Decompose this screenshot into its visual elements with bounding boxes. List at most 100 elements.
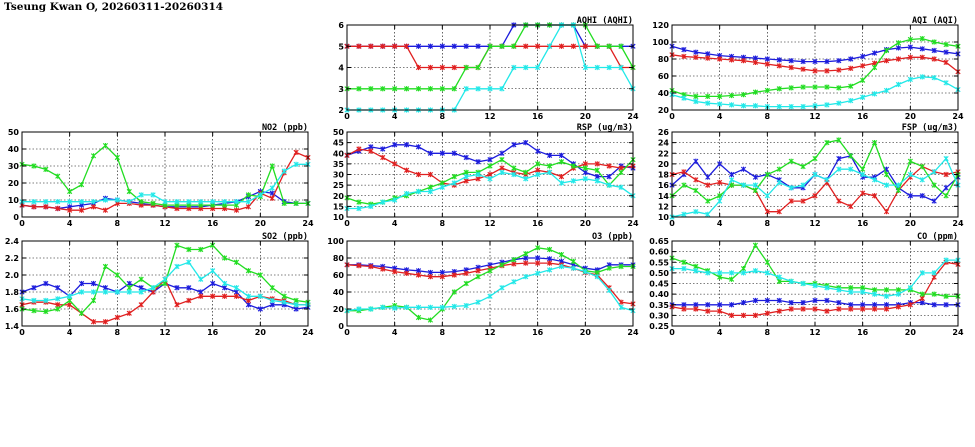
data-point-cyan <box>245 199 252 205</box>
data-point-cyan <box>269 297 275 304</box>
data-point-blue <box>919 193 925 199</box>
x-tick-label: 12 <box>484 328 495 337</box>
data-point-blue <box>499 150 505 156</box>
y-tick-label: 2 <box>338 106 344 115</box>
data-point-green <box>871 64 878 71</box>
data-point-red <box>705 308 711 314</box>
data-point-green <box>705 198 711 204</box>
data-point-blue <box>427 43 434 49</box>
data-point-cyan <box>812 171 818 178</box>
y-tick-label: 20 <box>333 305 345 314</box>
chart-title: AQHI (AQHI) <box>577 16 633 26</box>
data-point-cyan <box>931 270 937 276</box>
data-point-cyan <box>594 64 600 71</box>
data-point-red <box>210 293 216 299</box>
data-point-cyan <box>523 274 529 280</box>
data-point-cyan <box>728 102 735 108</box>
data-point-cyan <box>705 270 711 276</box>
data-point-green <box>535 245 541 251</box>
y-tick-label: 1.8 <box>5 288 20 297</box>
data-point-blue <box>895 45 902 51</box>
data-point-red <box>186 297 192 304</box>
data-point-cyan <box>558 263 565 270</box>
chart-aqhi: 0 4 8 12 16 20 24 2 3 4 5 6 AQHI (AQHI) <box>338 16 639 121</box>
data-point-green <box>487 163 493 169</box>
data-point-cyan <box>570 265 577 271</box>
y-tick-label: 100 <box>652 38 669 47</box>
data-point-cyan <box>871 91 878 97</box>
data-point-cyan <box>198 276 204 282</box>
data-point-cyan <box>293 302 299 308</box>
data-point-red <box>943 171 949 178</box>
data-point-cyan <box>883 87 890 94</box>
data-point-cyan <box>126 289 132 295</box>
data-point-green <box>860 166 866 172</box>
y-tick-label: 120 <box>652 21 669 30</box>
data-point-green <box>356 199 362 205</box>
data-point-red <box>126 310 132 316</box>
data-point-red <box>221 293 228 299</box>
data-point-red <box>681 53 687 60</box>
chart-no2: 0 4 8 12 16 20 24 0 10 20 30 40 50 NO2 (ppb) <box>8 123 314 228</box>
data-point-cyan <box>281 168 287 174</box>
data-point-red <box>812 306 818 312</box>
data-point-cyan <box>210 268 216 274</box>
data-point-cyan <box>618 184 624 190</box>
data-point-blue <box>439 43 445 49</box>
data-point-red <box>570 43 577 49</box>
data-point-green <box>618 263 624 270</box>
data-point-green <box>245 268 252 274</box>
data-point-blue <box>919 46 925 52</box>
data-point-green <box>138 276 144 282</box>
data-point-cyan <box>451 180 457 186</box>
data-point-cyan <box>919 177 925 183</box>
data-point-cyan <box>269 185 275 191</box>
data-point-red <box>860 63 866 69</box>
data-point-cyan <box>681 95 687 101</box>
x-tick-label: 0 <box>19 328 25 337</box>
data-point-green <box>126 188 132 195</box>
data-point-green <box>883 47 890 54</box>
data-point-blue <box>871 50 878 56</box>
data-point-blue <box>257 306 263 312</box>
data-point-green <box>895 40 902 46</box>
data-point-green <box>281 293 287 299</box>
data-point-green <box>594 167 600 173</box>
data-point-cyan <box>594 274 600 280</box>
data-point-red <box>368 148 374 154</box>
data-point-cyan <box>392 197 398 203</box>
data-point-cyan <box>717 101 723 107</box>
data-point-green <box>356 86 362 92</box>
data-point-green <box>594 43 600 49</box>
x-tick-label: 16 <box>207 219 219 228</box>
x-tick-label: 12 <box>809 328 820 337</box>
data-point-green <box>836 85 842 91</box>
y-tick-label: 0.45 <box>649 280 669 289</box>
data-point-green <box>752 187 759 194</box>
data-point-green <box>439 86 445 92</box>
data-point-green <box>78 310 85 316</box>
x-tick-label: 8 <box>115 219 121 228</box>
data-point-green <box>245 192 252 198</box>
data-point-blue <box>943 185 949 191</box>
x-tick-label: 24 <box>627 219 639 228</box>
data-point-cyan <box>705 100 711 106</box>
data-point-blue <box>463 43 469 49</box>
data-point-red <box>439 274 445 280</box>
data-point-cyan <box>43 199 49 205</box>
data-point-cyan <box>606 287 612 293</box>
data-point-cyan <box>221 280 228 287</box>
data-point-red <box>380 154 386 161</box>
data-point-green <box>606 265 612 271</box>
x-tick-label: 0 <box>19 219 25 228</box>
x-tick-label: 16 <box>532 328 544 337</box>
data-point-red <box>883 58 890 64</box>
data-point-red <box>895 304 902 310</box>
data-point-green <box>475 64 481 71</box>
chart-so2: 0 4 8 12 16 20 24 1.4 1.6 1.8 2.0 2.2 2.4 SO2 (ppb) <box>5 232 314 337</box>
data-point-green <box>728 276 735 282</box>
data-point-cyan <box>102 289 109 295</box>
data-point-green <box>269 285 275 291</box>
x-tick-label: 24 <box>952 328 964 337</box>
